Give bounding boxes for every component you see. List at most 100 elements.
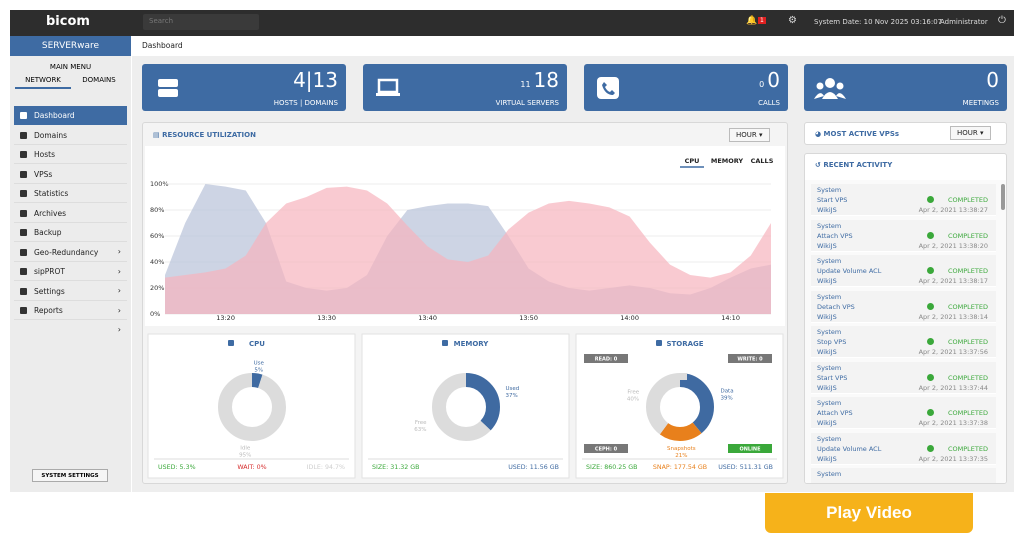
scrollbar[interactable]	[1001, 184, 1005, 210]
menu-label: Archives	[34, 208, 66, 218]
menu-label: Settings	[34, 286, 65, 296]
menu-item[interactable]: sipPROT ›	[14, 262, 127, 295]
donut-title: MEMORY	[454, 340, 490, 348]
activity-item: System	[811, 468, 996, 483]
hosts-card[interactable]: 4|13 HOSTS | DOMAINS	[142, 64, 346, 111]
card-value: 4|13	[293, 68, 338, 92]
menu-item[interactable]: Archives	[14, 204, 127, 223]
activity-item: System Detach VPS WikiJS COMPLETED Apr 2, 20…	[811, 290, 996, 323]
main-value: 0	[767, 68, 780, 92]
menu-icon	[20, 307, 27, 314]
menu-item[interactable]: Reports ›	[14, 301, 127, 334]
stat: USED: 511.31 GB	[718, 464, 773, 471]
donut-segment	[646, 373, 714, 441]
bell[interactable]: 🔔	[746, 16, 758, 26]
icon	[597, 77, 619, 99]
main-value: 18	[533, 68, 559, 92]
badge	[584, 354, 628, 363]
notification-count: 1	[758, 17, 766, 24]
menu-label: Backup	[34, 228, 62, 237]
activity-type: System	[817, 186, 842, 194]
activity-item: System Attach VPS WikiJS COMPLETED Apr 2, 20…	[811, 219, 996, 252]
period: HOUR	[736, 131, 757, 139]
y-tick-label: 0%	[150, 310, 160, 318]
menu-label: Geo-Redundancy	[34, 247, 99, 257]
status-dot	[927, 196, 934, 203]
menu-label: Dashboard	[34, 111, 75, 120]
period: HOUR	[957, 129, 978, 137]
support-icon[interactable]: ⚙	[788, 15, 797, 26]
system-date: System Date: 10 Nov 2025 03:16:07	[814, 18, 943, 26]
stat: SIZE: 860.25 GB	[586, 464, 638, 471]
segment-name: Used	[505, 386, 519, 392]
menu-label: sipPROT	[34, 267, 65, 276]
activity-target: WikiJS	[817, 419, 837, 427]
recent-panel: ↺ RECENT ACTIVITY System Start VPS WikiJS C…	[804, 153, 1007, 484]
search-box[interactable]: Search	[143, 14, 259, 30]
activity-action: Stop VPS	[817, 338, 847, 346]
arrow: ›	[117, 305, 121, 315]
status-dot	[927, 338, 934, 345]
menu-icon	[20, 112, 27, 119]
segment-label: 39%	[720, 395, 732, 401]
menu-label: VPSs	[34, 169, 53, 179]
menu-icon	[20, 151, 27, 158]
chart-tab[interactable]: CPU	[685, 157, 700, 165]
status-dot	[927, 302, 934, 310]
activity-target: WikiJS	[817, 241, 837, 250]
system-settings-button[interactable]: SYSTEM SETTINGS	[32, 469, 108, 482]
menu-item[interactable]: Geo-Redundancy ›	[14, 243, 127, 276]
menu-icon	[20, 268, 27, 275]
menu-item[interactable]: Hosts	[14, 145, 127, 164]
period-dropdown[interactable]: HOUR ▾	[950, 126, 991, 140]
power-icon[interactable]: ⏻	[998, 15, 1006, 26]
activity-status: COMPLETED	[948, 373, 988, 382]
activity-item: System Update Volume ACL WikiJS COMPLETED Ap…	[811, 432, 996, 465]
activity-type: System	[817, 221, 842, 230]
activity-time: Apr 2, 2021 13:38:17	[918, 277, 988, 285]
donut-panel	[147, 333, 356, 479]
menu-item[interactable]: Dashboard	[14, 106, 127, 125]
card-label: VIRTUAL SERVERS	[495, 99, 559, 107]
activity-action: Start VPS	[817, 196, 848, 204]
arrow: ›	[117, 247, 121, 256]
small-value: 11	[520, 80, 531, 89]
play-video-button[interactable]: Play Video	[765, 493, 973, 533]
x-tick-label: 14:10	[721, 314, 740, 322]
area	[165, 186, 771, 314]
badge	[584, 444, 628, 453]
period-dropdown[interactable]: HOUR ▾	[729, 128, 770, 142]
activity-target: WikiJS	[817, 454, 837, 463]
activity-item: System Start VPS WikiJS COMPLETED Apr 2, 202…	[811, 361, 996, 394]
menu-item[interactable]: VPSs	[14, 165, 127, 184]
menu-item[interactable]: Domains	[14, 126, 127, 145]
chart-tab[interactable]: CALLS	[751, 157, 774, 165]
activity-status: COMPLETED	[948, 267, 988, 275]
segment-name: Use	[254, 361, 265, 367]
user[interactable]: Administrator	[940, 18, 988, 26]
chart-tab[interactable]: MEMORY	[711, 157, 744, 165]
tab[interactable]: NETWORK	[15, 76, 71, 89]
activity-type: System	[817, 363, 842, 372]
meetings-card[interactable]: 0 MEETINGS	[804, 64, 1007, 111]
menu-icon	[20, 209, 27, 217]
menu-label: Hosts	[34, 150, 55, 159]
menu-item[interactable]: Statistics	[14, 184, 127, 203]
activity-status: COMPLETED	[948, 338, 988, 346]
x-tick-label: 13:30	[317, 314, 336, 322]
menu-item[interactable]: Backup ›	[14, 223, 127, 256]
x-tick-label: 13:40	[418, 314, 437, 322]
activity-type: System	[817, 470, 842, 478]
vps-card[interactable]: 11 18 VIRTUAL SERVERS	[363, 64, 567, 111]
title-icon	[656, 340, 662, 346]
x-tick-label: 13:50	[519, 314, 538, 322]
segment-label: 40%	[627, 397, 639, 403]
tab[interactable]: DOMAINS	[82, 76, 116, 84]
menu-item[interactable]: Settings ›	[14, 282, 127, 315]
donut-title: CPU	[249, 340, 265, 348]
menu-icon	[20, 190, 27, 197]
activity-target: WikiJS	[817, 348, 837, 356]
